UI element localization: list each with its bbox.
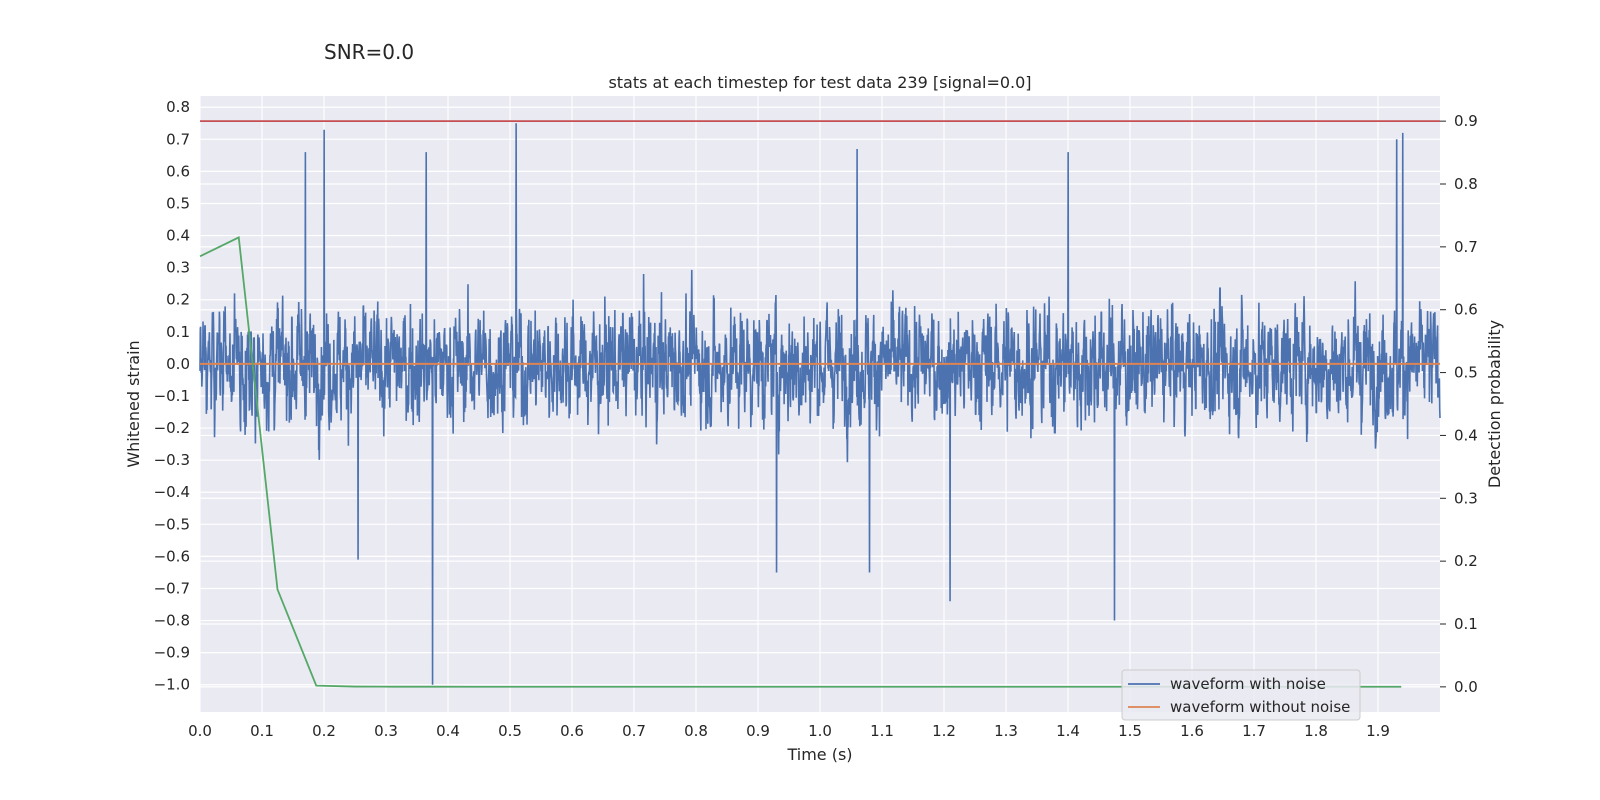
series-waveform-with-noise	[199, 123, 1441, 685]
y-tick-label: 0.2	[166, 291, 190, 309]
y-tick-label: 0.3	[166, 259, 190, 277]
y-tick-label: −0.2	[154, 419, 190, 437]
x-tick-label: 0.7	[622, 722, 646, 740]
x-tick-label: 1.1	[870, 722, 894, 740]
y-axis-label: Whitened strain	[124, 340, 143, 467]
x-tick-label: 0.1	[250, 722, 274, 740]
x-tick-label: 0.2	[312, 722, 336, 740]
y-tick-label: 0.6	[166, 162, 190, 180]
y-tick-label: 0.1	[166, 323, 190, 341]
chart-title: stats at each timestep for test data 239…	[608, 73, 1031, 92]
x-tick-label: 0.3	[374, 722, 398, 740]
x-tick-label: 0.0	[188, 722, 212, 740]
x-tick-label: 1.7	[1242, 722, 1266, 740]
y-tick-label: 0.7	[166, 130, 190, 148]
y2-tick-label: 0.9	[1454, 112, 1478, 130]
x-tick-label: 1.9	[1366, 722, 1390, 740]
x-tick-label: 0.6	[560, 722, 584, 740]
y2-tick-label: 0.2	[1454, 552, 1478, 570]
legend: waveform with noise waveform without noi…	[1121, 669, 1361, 721]
y-tick-label: −0.1	[154, 387, 190, 405]
x-tick-label: 1.4	[1056, 722, 1080, 740]
x-tick-label: 1.6	[1180, 722, 1204, 740]
x-tick-label: 1.5	[1118, 722, 1142, 740]
legend-label-noise: waveform with noise	[1170, 675, 1326, 693]
y-tick-label: −0.3	[154, 451, 190, 469]
x-tick-label: 1.3	[994, 722, 1018, 740]
y-tick-label: −0.9	[154, 644, 190, 662]
x-tick-label: 0.8	[684, 722, 708, 740]
y-tick-label: −0.5	[154, 515, 190, 533]
legend-label-clean: waveform without noise	[1170, 698, 1350, 716]
legend-box	[1121, 669, 1361, 721]
y-tick-label: −0.6	[154, 547, 190, 565]
x-axis-label: Time (s)	[786, 745, 852, 764]
y2-tick-label: 0.3	[1454, 489, 1478, 507]
x-tick-label: 0.9	[746, 722, 770, 740]
y2-tick-label: 0.0	[1454, 678, 1478, 696]
x-tick-label: 0.4	[436, 722, 460, 740]
y2-tick-label: 0.6	[1454, 301, 1478, 319]
y-tick-label: 0.0	[166, 355, 190, 373]
x-tick-label: 1.0	[808, 722, 832, 740]
y-tick-labels: 0.8 0.7 0.6 0.5 0.4 0.3 0.2 0.1 0.0 −0.1 −0.2 −0.3 −…	[154, 98, 190, 694]
y2-tick-label: 0.5	[1454, 364, 1478, 382]
y-tick-label: −0.7	[154, 579, 190, 597]
x-tick-label: 0.5	[498, 722, 522, 740]
y-tick-label: −0.8	[154, 612, 190, 630]
x-tick-label: 1.2	[932, 722, 956, 740]
y2-tick-label: 0.4	[1454, 426, 1478, 444]
x-tick-label: 1.8	[1304, 722, 1328, 740]
y-tick-label: 0.8	[166, 98, 190, 116]
y-tick-label: 0.4	[166, 227, 190, 245]
y2-tick-label: 0.8	[1454, 175, 1478, 193]
y-tick-label: −1.0	[154, 676, 190, 694]
y2-tick-labels: 0.9 0.8 0.7 0.6 0.5 0.4 0.3 0.2 0.1 0.0	[1440, 112, 1478, 696]
suptitle: SNR=0.0	[324, 40, 415, 64]
y-tick-label: −0.4	[154, 483, 190, 501]
x-tick-labels: 0.0 0.1 0.2 0.3 0.4 0.5 0.6 0.7 0.8 0.9 1.0 1.1 1.2 1…	[188, 722, 1390, 740]
y-tick-label: 0.5	[166, 194, 190, 212]
y2-tick-label: 0.1	[1454, 615, 1478, 633]
y2-tick-label: 0.7	[1454, 238, 1478, 256]
y2-axis-label: Detection probability	[1485, 320, 1504, 488]
